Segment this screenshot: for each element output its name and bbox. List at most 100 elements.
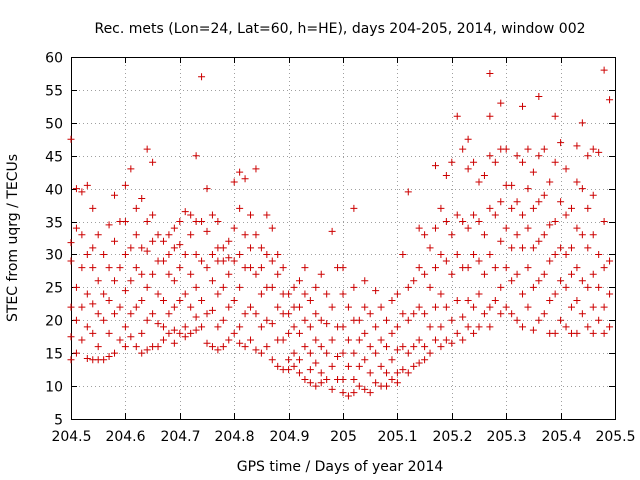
data-point [138,244,146,252]
data-point [252,231,260,239]
data-point [154,290,162,298]
data-point [437,204,445,212]
data-point [176,241,184,249]
data-point [388,376,396,384]
data-point [442,336,450,344]
data-point [72,185,80,193]
data-point [306,349,314,357]
data-point [578,277,586,285]
x-tick-label: 205.4 [541,429,581,445]
y-tick-label: 60 [45,51,63,67]
data-point [132,343,140,351]
data-point [121,287,129,295]
data-point [535,277,543,285]
data-point [339,264,347,272]
data-point [535,152,543,160]
data-point [159,297,167,305]
data-point [524,303,532,311]
data-point [236,339,244,347]
data-point [372,349,380,357]
data-point [127,333,135,341]
data-point [111,310,119,318]
data-point [138,329,146,337]
data-point [219,316,227,324]
data-point [306,323,314,331]
data-point [317,369,325,377]
data-point [540,270,548,278]
data-point [328,362,336,370]
data-point [78,231,86,239]
data-point [203,227,211,235]
data-point [72,224,80,232]
data-point [111,191,119,199]
data-point [448,270,456,278]
data-point [176,297,184,305]
data-point [540,145,548,153]
data-point [480,171,488,179]
data-point [116,303,124,311]
data-point [535,92,543,100]
data-point [344,362,352,370]
data-point [459,218,467,226]
data-point [159,237,167,245]
data-point [480,231,488,239]
data-point [464,224,472,232]
data-point [431,224,439,232]
data-point [121,323,129,331]
data-point [350,376,358,384]
data-point [519,323,527,331]
data-point [323,290,331,298]
data-point [546,257,554,265]
data-point [225,303,233,311]
data-point [317,343,325,351]
data-point [170,244,178,252]
data-point [486,303,494,311]
data-point [285,356,293,364]
data-point [557,244,565,252]
data-point [578,185,586,193]
data-point [508,244,516,252]
data-point [279,336,287,344]
data-point [100,316,108,324]
data-point [393,346,401,354]
data-point [241,343,249,351]
data-point [230,224,238,232]
data-point [149,211,157,219]
data-point [366,369,374,377]
data-point [562,211,570,219]
data-point [491,211,499,219]
data-point [317,270,325,278]
data-point [198,323,206,331]
data-point [497,198,505,206]
data-point [355,316,363,324]
data-point [285,290,293,298]
data-point [214,346,222,354]
data-point [589,145,597,153]
data-point [78,264,86,272]
y-tick-label: 5 [54,413,63,429]
data-point [567,270,575,278]
x-tick-label: 205.1 [377,429,417,445]
data-point [383,316,391,324]
data-point [535,316,543,324]
data-point [464,297,472,305]
data-point [589,270,597,278]
data-point [192,283,200,291]
data-point [138,270,146,278]
data-point [230,329,238,337]
data-point [404,316,412,324]
data-point [143,145,151,153]
data-point [127,310,135,318]
data-point [334,352,342,360]
data-point [361,385,369,393]
data-point [491,264,499,272]
data-point [350,349,358,357]
data-point [192,152,200,160]
data-point [486,152,494,160]
data-point [529,168,537,176]
data-point [89,264,97,272]
data-point [546,221,554,229]
data-point [274,303,282,311]
data-point [230,178,238,186]
data-point [606,323,614,331]
